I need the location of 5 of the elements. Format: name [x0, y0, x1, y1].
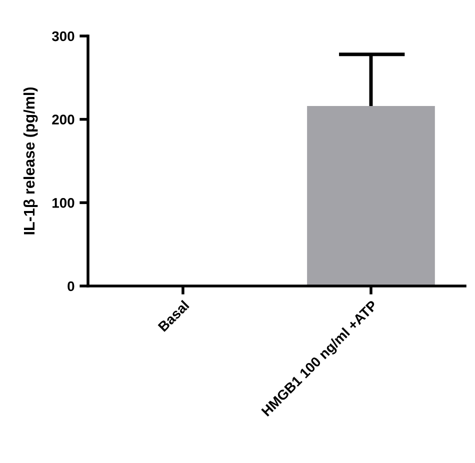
- y-tick-label: 300: [52, 31, 74, 42]
- y-axis-title: IL-1β release (pg/ml): [23, 87, 38, 234]
- y-tick-label: 0: [68, 281, 74, 292]
- y-tick-label: 200: [52, 114, 74, 125]
- y-tick-label: 100: [52, 198, 74, 208]
